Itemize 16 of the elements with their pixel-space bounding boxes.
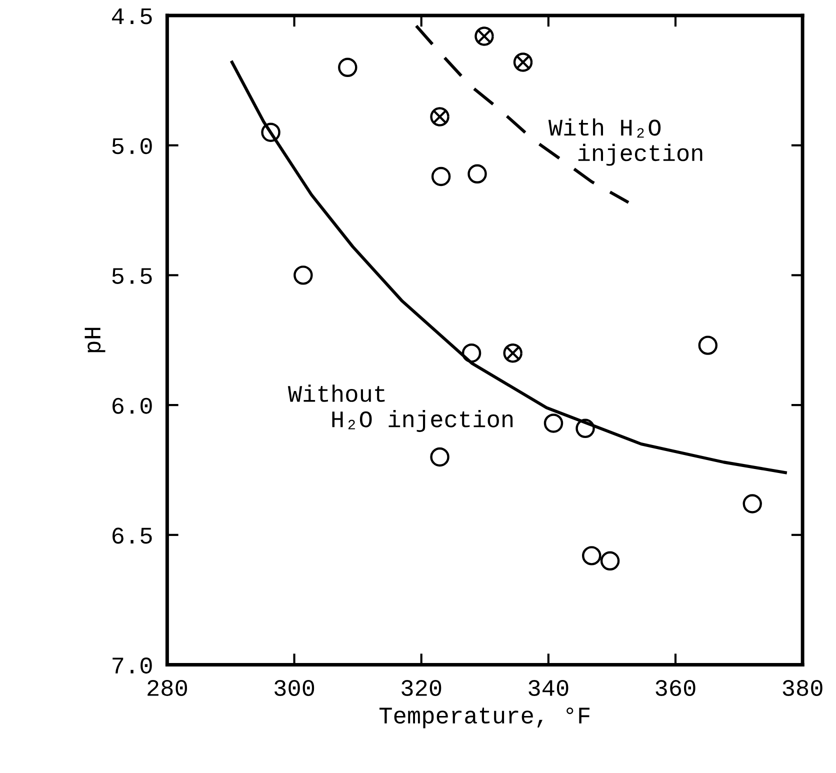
x-tick-label: 340 — [528, 680, 568, 696]
x-tick-label: 380 — [782, 680, 822, 696]
x-tick-label: 360 — [656, 680, 696, 696]
y-tick-label: 5.0 — [112, 138, 152, 154]
y-tick-label: 6.0 — [112, 398, 152, 414]
x-tick-label: 320 — [402, 680, 442, 696]
annotation: With H₂O injection — [548, 118, 702, 166]
y-tick-label: 5.5 — [112, 268, 152, 284]
x-tick-label: 300 — [274, 680, 314, 696]
y-tick-label: 7.0 — [112, 658, 152, 674]
annotation: Without H₂O injection — [288, 384, 513, 432]
y-axis-title: pH — [84, 328, 106, 352]
x-axis-title: Temperature, °F — [379, 708, 590, 728]
x-tick-label: 280 — [148, 680, 187, 696]
y-tick-label: 6.5 — [112, 528, 152, 544]
y-tick-label: 4.5 — [112, 8, 152, 24]
